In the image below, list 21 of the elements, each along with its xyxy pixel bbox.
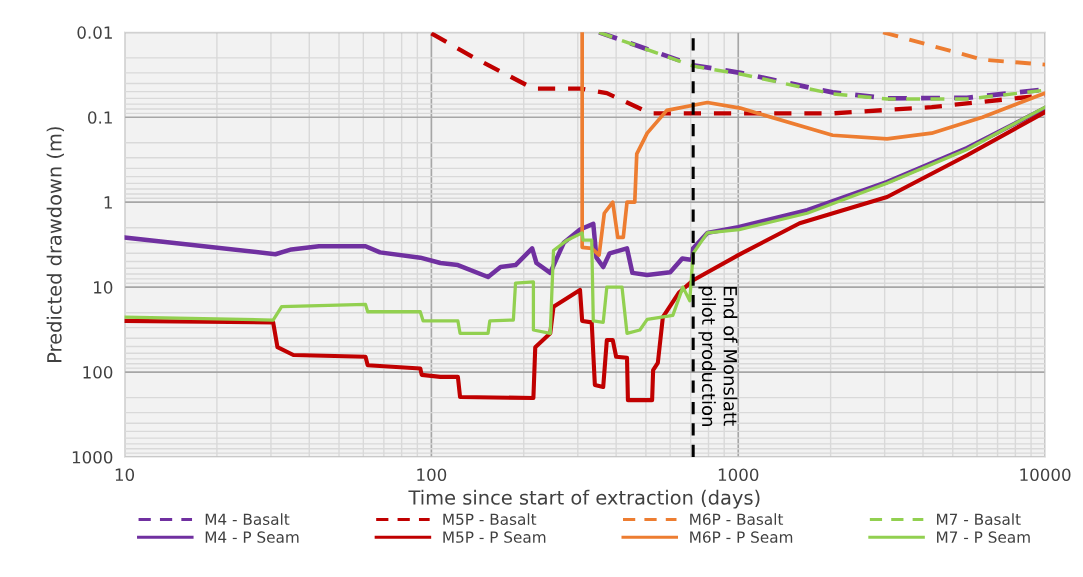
x-tick-label: 100 <box>417 468 447 481</box>
y-tick-label: 0.1 <box>88 111 112 124</box>
legend-label: M4 - P Seam <box>205 531 299 543</box>
x-axis-title: Time since start of extraction (days) <box>408 489 760 509</box>
x-tick-label: 10000 <box>1020 468 1071 481</box>
y-tick-label: 1 <box>104 196 112 209</box>
legend-label: M4 - Basalt <box>205 513 290 526</box>
y-axis-title: Predicted drawdown (m) <box>46 127 64 362</box>
y-tick-label: 100 <box>83 366 113 379</box>
legend-label: M6P - Basalt <box>690 513 784 526</box>
y-tick-label: 0.01 <box>77 26 112 39</box>
y-tick-label: 1000 <box>72 450 113 464</box>
x-tick-label: 1000 <box>718 468 759 481</box>
legend-label: M7 - Basalt <box>937 513 1021 526</box>
legend-label: M7 - P Seam <box>937 531 1030 543</box>
legend-label: M5P - Basalt <box>443 513 537 526</box>
ref-line-label: End of Monslatt pilot production <box>698 286 738 426</box>
legend-label: M6P - P Seam <box>690 531 793 543</box>
x-tick-label: 10 <box>115 468 135 481</box>
y-tick-label: 10 <box>94 281 113 294</box>
legend-label: M5P - P Seam <box>443 531 546 543</box>
